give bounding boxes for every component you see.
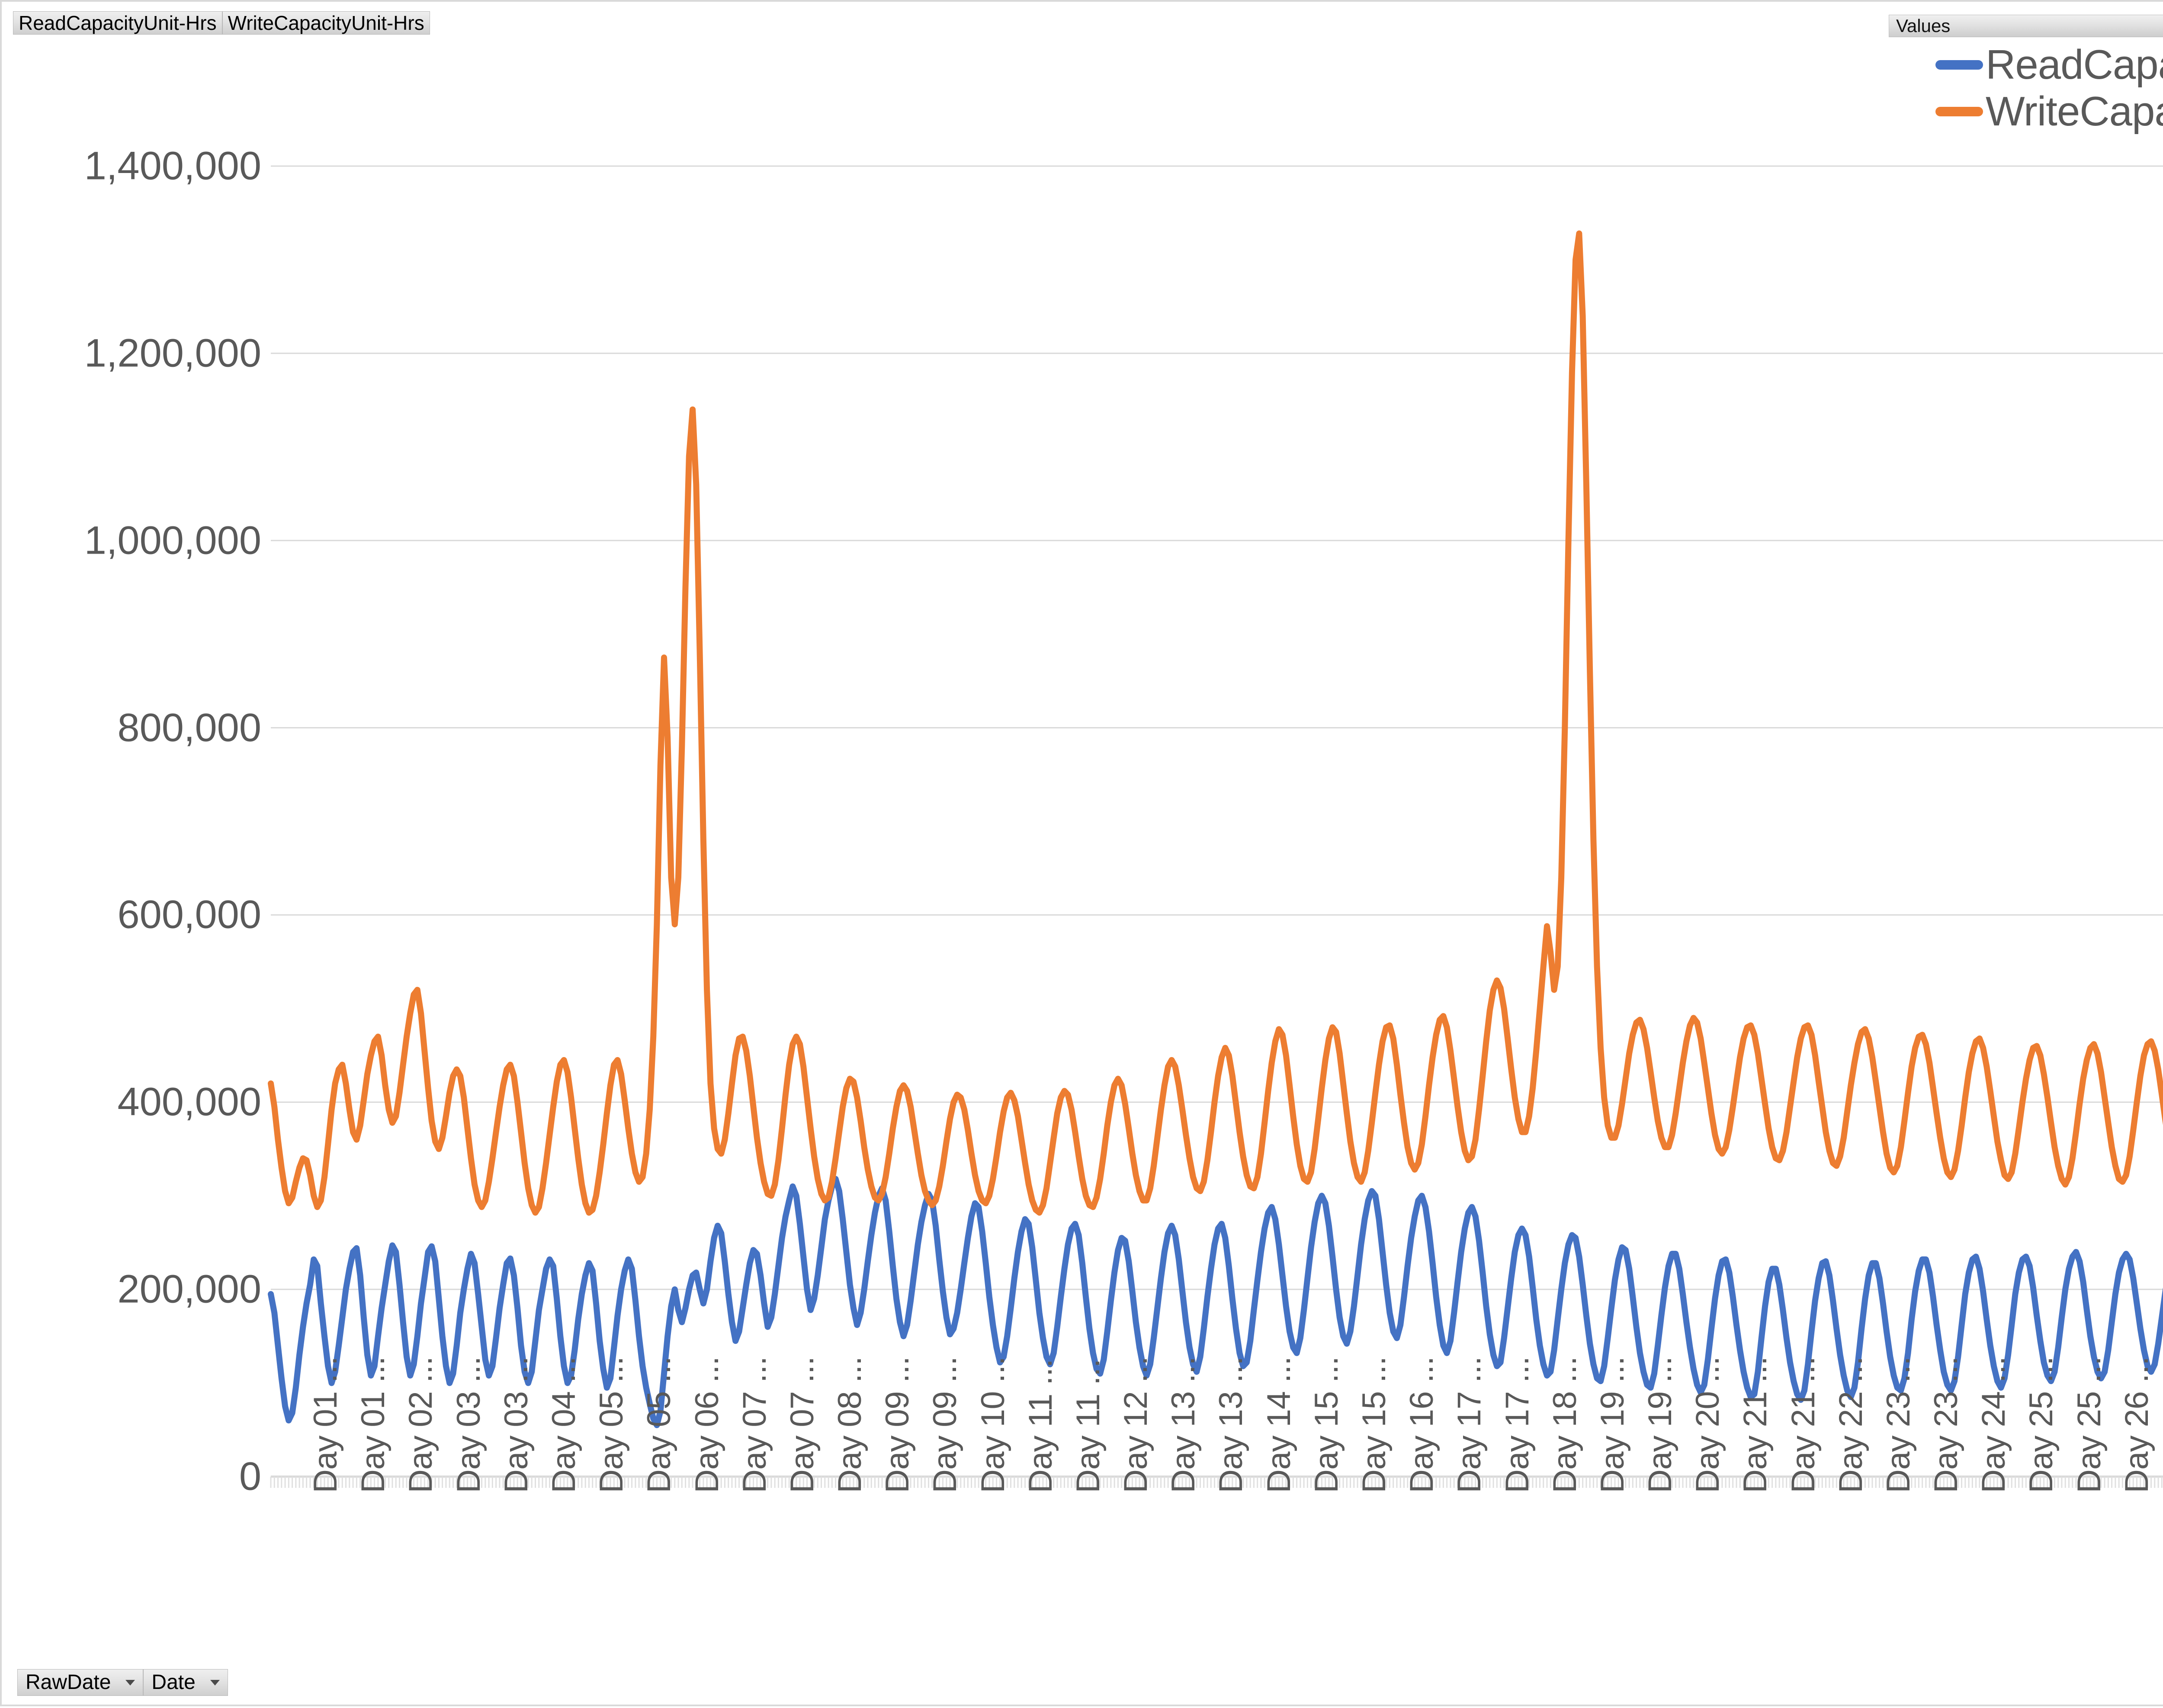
field-button-date[interactable]: Date [143, 1669, 228, 1696]
x-axis-tick-label: Day 13 ... [1213, 1356, 1250, 1493]
x-axis-tick-label: Day 10 ... [974, 1356, 1011, 1493]
legend-item-read[interactable]: ReadCapacityUnit-Hrs [1935, 42, 2163, 88]
y-axis-tick-label: 1,400,000 [84, 144, 261, 188]
x-axis-tick-label: Day 05 ... [593, 1356, 630, 1493]
y-axis-tick-label: 200,000 [117, 1267, 261, 1311]
field-button-label: WriteCapacityUnit-Hrs [228, 12, 424, 34]
x-axis-tick-label: Day 21 ... [1737, 1356, 1774, 1493]
x-axis-tick-label: Day 23 ... [1880, 1356, 1917, 1493]
series-field-buttons: ReadCapacityUnit-Hrs WriteCapacityUnit-H… [13, 11, 430, 35]
x-axis-tick-label: Day 04 ... [545, 1356, 582, 1493]
legend-label-write: WriteCapacityUnit-Hrs [1986, 88, 2163, 135]
chart-legend: ReadCapacityUnit-Hrs WriteCapacityUnit-H… [1935, 42, 2163, 135]
x-axis-tick-label: Day 03 ... [450, 1356, 487, 1493]
x-axis-tick-label: Day 07 ... [736, 1356, 773, 1493]
axis-field-buttons: RawDate Date [17, 1669, 228, 1696]
y-axis-tick-label: 400,000 [117, 1080, 261, 1124]
x-axis-tick-label: Day 17 ... [1451, 1356, 1488, 1493]
x-axis-tick-label: Day 23 ... [1928, 1356, 1965, 1493]
x-axis-tick-label: Day 11 ... [1069, 1359, 1107, 1493]
field-button-label: ReadCapacityUnit-Hrs [19, 12, 217, 34]
y-axis-tick-label: 0 [239, 1454, 261, 1499]
x-axis-tick-label: Day 01 ... [307, 1356, 344, 1493]
x-axis-tick-label: Day 01 ... [355, 1356, 392, 1493]
legend-item-write[interactable]: WriteCapacityUnit-Hrs [1935, 88, 2163, 135]
x-axis-tick-label: Day 07 ... [783, 1356, 821, 1493]
x-axis-tick-label: Day 24 ... [1975, 1356, 2012, 1493]
field-button-label: RawDate [26, 1671, 111, 1694]
legend-swatch-read-icon [1935, 60, 1983, 70]
field-button-rawdate[interactable]: RawDate [17, 1669, 144, 1696]
x-axis-tick-label: Day 18 ... [1546, 1356, 1583, 1493]
x-axis-tick-label: Day 12 ... [1117, 1356, 1155, 1493]
legend-label-read: ReadCapacityUnit-Hrs [1986, 42, 2163, 88]
x-axis-tick-label: Day 19 ... [1642, 1356, 1679, 1493]
x-axis-tick-label: Day 25 ... [2023, 1356, 2060, 1493]
x-axis-tick-label: Day 06 ... [688, 1356, 725, 1493]
x-axis-tick-label: Day 09 ... [879, 1356, 916, 1493]
x-axis-tick-label: Day 25 ... [2070, 1356, 2108, 1493]
y-axis-tick-label: 1,000,000 [84, 518, 261, 563]
chevron-down-icon[interactable] [210, 1679, 220, 1686]
x-axis-tick-label: Day 05 ... [641, 1356, 678, 1493]
y-axis-tick-label: 600,000 [117, 892, 261, 937]
field-button-read-capacity[interactable]: ReadCapacityUnit-Hrs [13, 11, 222, 35]
x-axis-tick-label: Day 08 ... [831, 1356, 869, 1493]
x-axis-tick-label: Day 26 ... [2118, 1356, 2155, 1493]
field-button-label: Date [151, 1671, 196, 1694]
x-axis-tick-label: Day 03 ... [497, 1356, 535, 1493]
y-axis-labels: 1,400,000 1,200,000 1,000,000 800,000 600,00… [36, 2, 261, 1708]
x-axis-tick-label: Day 20 ... [1689, 1356, 1727, 1493]
x-axis-tick-label: Day 21 ... [1784, 1356, 1822, 1493]
legend-header-label: Values [1896, 16, 1951, 36]
x-axis-tick-label: Day 17 ... [1499, 1356, 1536, 1493]
x-axis-tick-label: Day 09 ... [927, 1356, 964, 1493]
legend-header-button[interactable]: Values [1889, 15, 2163, 37]
x-axis-tick-label: Day 15 ... [1308, 1356, 1345, 1493]
chevron-down-icon[interactable] [125, 1679, 135, 1686]
y-axis-tick-label: 800,000 [117, 705, 261, 750]
x-axis-tick-label: Day 22 ... [1832, 1356, 1869, 1493]
field-button-write-capacity[interactable]: WriteCapacityUnit-Hrs [222, 11, 430, 35]
y-axis-tick-label: 1,200,000 [84, 331, 261, 375]
legend-swatch-write-icon [1935, 107, 1983, 116]
x-axis-tick-label: Day 13 ... [1165, 1356, 1202, 1493]
x-axis-tick-label: Day 02 ... [402, 1356, 440, 1493]
x-axis-tick-label: Day 16 ... [1403, 1356, 1441, 1493]
x-axis-tick-label: Day 11 ... [1022, 1359, 1059, 1493]
x-axis-tick-label: Day 15 ... [1356, 1356, 1393, 1493]
x-axis-tick-label: Day 19 ... [1594, 1356, 1631, 1493]
x-axis-tick-label: Day 14 ... [1260, 1356, 1297, 1493]
